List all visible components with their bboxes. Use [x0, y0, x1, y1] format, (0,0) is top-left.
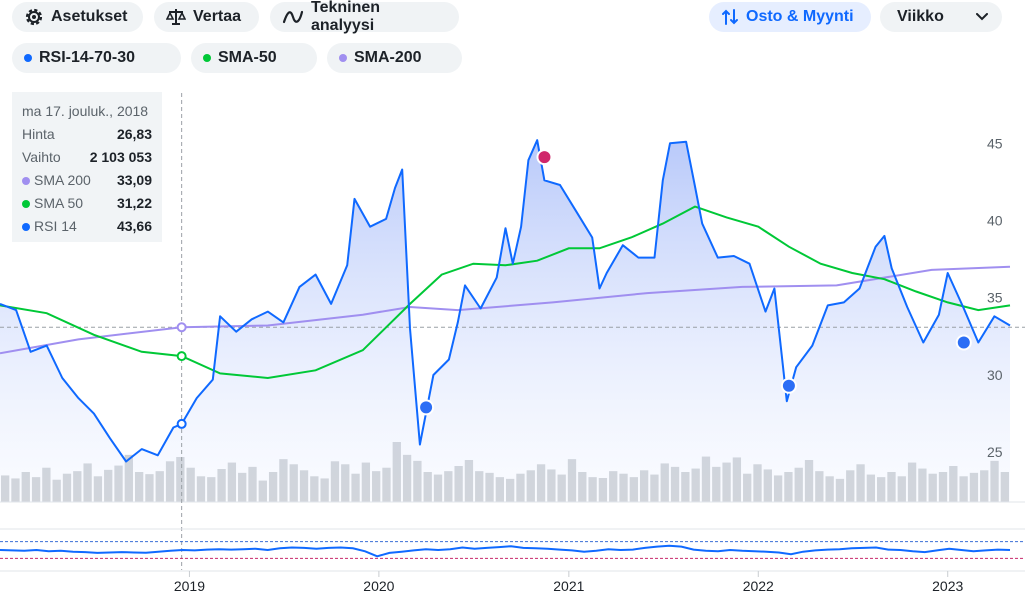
- crosshair-tooltip: ma 17. jouluk., 2018 Hinta 26,83 Vaihto …: [12, 92, 162, 242]
- x-tick-label: 2019: [174, 578, 205, 594]
- tooltip-rsi-label: RSI 14: [34, 218, 77, 234]
- x-axis-ticks: 2019 2020 2021 2022 2023: [174, 571, 963, 594]
- buy-sell-button[interactable]: Osto & Myynti: [709, 2, 871, 32]
- sma200-color-dot: [339, 54, 347, 62]
- scale-icon: [166, 7, 186, 27]
- tooltip-price-row: Hinta 26,83: [22, 123, 152, 146]
- indicator-sma50-label: SMA-50: [218, 49, 277, 66]
- tooltip-sma200-value: 33,09: [116, 172, 152, 188]
- buy-signal-marker[interactable]: [955, 334, 972, 351]
- swap-arrows-icon: [721, 8, 739, 26]
- buy-sell-label: Osto & Myynti: [746, 8, 854, 25]
- indicator-rsi-chip[interactable]: RSI-14-70-30: [12, 43, 181, 73]
- price-area-fill: [0, 140, 1010, 502]
- rsi-dot: [22, 222, 30, 231]
- crosshair-point: [176, 322, 187, 333]
- tooltip-sma50-label: SMA 50: [34, 195, 84, 211]
- tooltip-rsi-value: 43,66: [116, 218, 152, 234]
- tooltip-volume-value: 2 103 053: [89, 149, 152, 165]
- signal-markers[interactable]: [176, 149, 972, 429]
- settings-label: Asetukset: [51, 8, 128, 25]
- period-value: Viikko: [897, 8, 944, 25]
- y-tick-label: 35: [987, 290, 1003, 306]
- tooltip-volume-label: Vaihto: [22, 149, 61, 165]
- gear-icon: [24, 7, 44, 27]
- sma200-dot: [22, 176, 30, 185]
- indicator-sma200-label: SMA-200: [354, 49, 422, 66]
- sell-signal-marker[interactable]: [536, 149, 553, 166]
- tooltip-volume-row: Vaihto 2 103 053: [22, 146, 152, 169]
- crosshair-point: [176, 418, 187, 429]
- technical-analysis-button[interactable]: Tekninen analyysi: [270, 0, 459, 34]
- rsi-panel: [0, 528, 1025, 572]
- indicator-sma200-chip[interactable]: SMA-200: [327, 43, 462, 73]
- price-line: [0, 139, 1011, 463]
- crosshair-point: [176, 351, 187, 362]
- indicator-sma50-chip[interactable]: SMA-50: [191, 43, 317, 73]
- sma50-color-dot: [203, 54, 211, 62]
- sma50-dot: [22, 199, 30, 208]
- tooltip-sma200-row: SMA 200 33,09: [22, 169, 152, 192]
- buy-signal-marker[interactable]: [780, 377, 797, 394]
- tooltip-sma50-value: 31,22: [116, 195, 152, 211]
- y-axis-ticks: 25 30 35 40 45: [987, 135, 1003, 460]
- settings-button[interactable]: Asetukset: [12, 2, 143, 32]
- tooltip-price-value: 26,83: [116, 126, 152, 142]
- buy-signal-marker[interactable]: [418, 399, 435, 416]
- x-tick-label: 2023: [932, 578, 963, 594]
- rsi-color-dot: [24, 54, 32, 62]
- compare-label: Vertaa: [193, 8, 242, 25]
- period-select[interactable]: Viikko: [880, 2, 1002, 32]
- indicator-rsi-label: RSI-14-70-30: [39, 49, 136, 66]
- y-tick-label: 40: [987, 212, 1003, 228]
- trend-line-icon: [282, 8, 304, 26]
- chevron-down-icon: [976, 13, 988, 21]
- x-tick-label: 2021: [553, 578, 584, 594]
- rsi-line: [0, 544, 1011, 558]
- y-tick-label: 45: [987, 135, 1003, 151]
- tooltip-sma200-label: SMA 200: [34, 172, 91, 188]
- technical-analysis-label: Tekninen analyysi: [311, 0, 381, 34]
- x-tick-label: 2022: [743, 578, 774, 594]
- y-tick-label: 25: [987, 444, 1003, 460]
- sma50-line: [0, 205, 1011, 380]
- y-tick-label: 30: [987, 367, 1003, 383]
- tooltip-sma50-row: SMA 50 31,22: [22, 192, 152, 215]
- tooltip-rsi-row: RSI 14 43,66: [22, 215, 152, 238]
- tooltip-price-label: Hinta: [22, 126, 55, 142]
- x-tick-label: 2020: [363, 578, 394, 594]
- tooltip-date: ma 17. jouluk., 2018: [22, 103, 149, 119]
- compare-button[interactable]: Vertaa: [154, 2, 259, 32]
